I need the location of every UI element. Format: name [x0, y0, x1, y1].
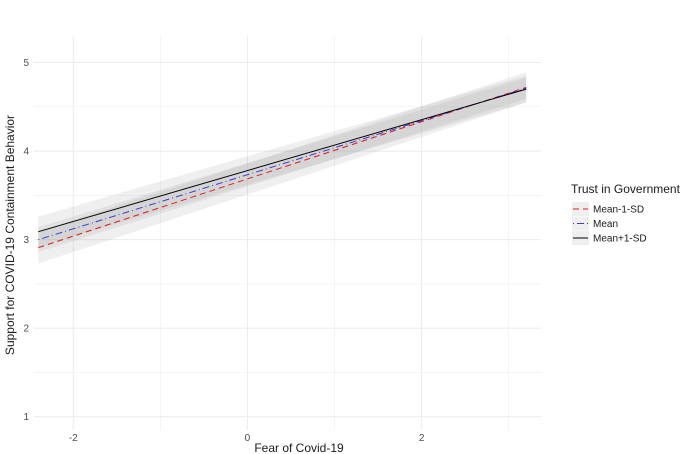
series-lines — [38, 86, 527, 249]
grid — [34, 36, 541, 430]
legend-label: Mean — [593, 219, 618, 230]
y-tick-labels: 1 2 3 4 5 — [23, 58, 29, 423]
confidence-band — [38, 77, 527, 253]
x-axis-title: Fear of Covid-19 — [254, 441, 344, 454]
series-line — [38, 88, 527, 233]
y-tick-label: 1 — [23, 412, 29, 423]
y-tick-label: 2 — [23, 324, 29, 335]
confidence-band — [38, 72, 527, 264]
series-line — [38, 87, 527, 241]
y-tick-label: 5 — [23, 58, 29, 69]
legend-label: Mean+1-SD — [593, 234, 647, 245]
x-tick-label: 2 — [419, 433, 425, 444]
legend-label: Mean-1-SD — [593, 205, 644, 216]
y-tick-label: 4 — [23, 147, 29, 158]
x-tick-label: 0 — [245, 433, 251, 444]
legend: Trust in Government Mean-1-SD Mean Mean+1-… — [571, 182, 681, 245]
series-line — [38, 86, 527, 249]
legend-title: Trust in Government — [571, 182, 681, 196]
confidence-bands — [38, 72, 527, 264]
x-tick-label: -2 — [69, 433, 78, 444]
x-tick-labels: -2 0 2 — [69, 433, 425, 444]
legend-key — [572, 202, 589, 216]
y-tick-label: 3 — [23, 235, 29, 246]
confidence-band — [38, 75, 527, 247]
y-axis-title: Support for COVID-19 Containment Behavio… — [3, 115, 17, 355]
legend-items: Mean-1-SD Mean Mean+1-SD — [572, 202, 647, 245]
